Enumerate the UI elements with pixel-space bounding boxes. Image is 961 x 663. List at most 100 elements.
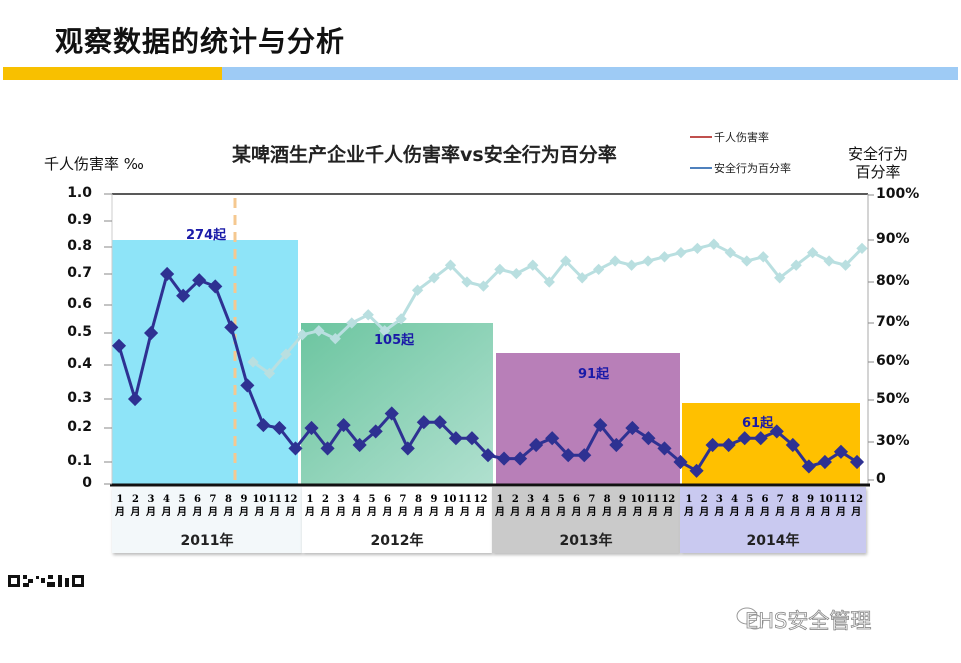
month-number: 3 bbox=[527, 494, 535, 505]
month-unit: 月 bbox=[714, 507, 725, 518]
incident-count-label: 274起 bbox=[186, 228, 227, 243]
month-unit: 月 bbox=[836, 507, 846, 518]
right-tick-label: 70% bbox=[876, 314, 910, 330]
month-unit: 月 bbox=[820, 507, 831, 518]
injury-rate-point bbox=[144, 325, 159, 341]
injury-rate-point bbox=[480, 448, 496, 463]
year-strip-2 bbox=[302, 487, 492, 553]
month-unit: 月 bbox=[413, 507, 424, 518]
safety-rate-point bbox=[411, 284, 424, 296]
header-bar-blue bbox=[222, 67, 958, 80]
month-unit: 月 bbox=[540, 507, 551, 518]
month-unit: 月 bbox=[305, 507, 315, 518]
injury-rate-point bbox=[464, 431, 480, 446]
injury-rate-point bbox=[785, 437, 800, 453]
incident-count-label: 105起 bbox=[374, 333, 415, 348]
injury-rate-point bbox=[272, 420, 287, 436]
injury-rate-point bbox=[400, 441, 415, 456]
month-unit: 月 bbox=[525, 507, 536, 518]
month-number: 2 bbox=[322, 494, 329, 505]
month-unit: 月 bbox=[663, 507, 674, 518]
safety-rate-point bbox=[658, 251, 671, 263]
month-number: 10 bbox=[630, 494, 645, 505]
month-number: 6 bbox=[573, 494, 580, 505]
month-unit: 月 bbox=[351, 507, 362, 518]
safety-rate-point bbox=[263, 367, 276, 380]
safety-rate-point bbox=[642, 255, 654, 267]
month-number: 11 bbox=[268, 494, 282, 505]
legend-swatch-safety bbox=[690, 167, 712, 169]
month-number: 9 bbox=[807, 494, 815, 505]
safety-rate-point bbox=[790, 259, 802, 271]
safety-rate-point bbox=[527, 259, 539, 271]
injury-rate-point bbox=[256, 418, 271, 433]
injury-rate-point bbox=[416, 415, 431, 430]
header-bar-yellow bbox=[3, 67, 222, 80]
safety-rate-point bbox=[510, 267, 523, 280]
safety-rate-point bbox=[444, 259, 457, 271]
safety-rate-point bbox=[609, 255, 621, 267]
month-number: 4 bbox=[163, 494, 170, 505]
incident-count-label: 61起 bbox=[742, 416, 774, 431]
month-number: 4 bbox=[542, 494, 550, 505]
month-number: 5 bbox=[746, 494, 754, 505]
month-number: 1 bbox=[116, 494, 124, 505]
month-number: 12 bbox=[283, 494, 298, 505]
year-label: 2014年 bbox=[746, 533, 800, 549]
injury-rate-point bbox=[561, 448, 576, 463]
safety-rate-point bbox=[741, 255, 753, 267]
month-number: 10 bbox=[818, 494, 833, 505]
wechat-icon bbox=[736, 607, 764, 630]
year-shade-2 bbox=[301, 323, 493, 484]
month-number: 1 bbox=[306, 494, 314, 505]
injury-rate-point bbox=[817, 454, 832, 470]
month-unit: 月 bbox=[699, 507, 710, 518]
month-number: 6 bbox=[761, 494, 769, 505]
month-number: 8 bbox=[791, 494, 799, 505]
safety-rate-point bbox=[625, 259, 638, 271]
injury-rate-point bbox=[336, 418, 351, 433]
month-unit: 月 bbox=[270, 507, 280, 518]
injury-rate-point bbox=[111, 338, 127, 353]
injury-rate-point bbox=[753, 431, 768, 446]
month-number: 7 bbox=[209, 494, 217, 505]
injury-rate-point bbox=[127, 391, 143, 407]
month-number: 12 bbox=[849, 494, 864, 505]
month-number: 7 bbox=[776, 494, 784, 505]
safety-rate-point bbox=[724, 246, 736, 259]
safety-rate-point bbox=[708, 238, 720, 250]
month-unit: 月 bbox=[571, 507, 582, 518]
month-number: 5 bbox=[557, 494, 565, 505]
injury-rate-point bbox=[176, 288, 191, 303]
month-unit: 月 bbox=[556, 507, 567, 518]
month-number: 9 bbox=[618, 494, 626, 505]
month-unit: 月 bbox=[223, 507, 234, 518]
month-number: 12 bbox=[661, 494, 676, 505]
month-number: 3 bbox=[715, 494, 723, 505]
safety-rate-point bbox=[362, 309, 374, 321]
year-strip-3 bbox=[492, 487, 680, 553]
year-strip-4 bbox=[680, 487, 866, 553]
watermark: EHS安全管理 bbox=[745, 609, 872, 634]
safety-rate-point bbox=[823, 255, 835, 267]
month-number: 3 bbox=[337, 494, 345, 505]
safety-rate-point bbox=[592, 263, 605, 276]
left-tick-label: 0.6 bbox=[67, 296, 92, 312]
month-unit: 月 bbox=[429, 507, 439, 518]
month-number: 6 bbox=[384, 494, 391, 505]
injury-rate-point bbox=[513, 451, 528, 466]
month-number: 2 bbox=[700, 494, 708, 505]
month-number: 5 bbox=[368, 494, 376, 505]
month-number: 9 bbox=[240, 494, 248, 505]
injury-rate-point bbox=[721, 437, 736, 453]
injury-rate-point bbox=[448, 431, 463, 446]
month-unit: 月 bbox=[320, 507, 331, 518]
safety-rate-point bbox=[839, 259, 852, 271]
month-unit: 月 bbox=[146, 507, 156, 518]
injury-rate-point bbox=[432, 415, 447, 430]
injury-rate-point bbox=[641, 431, 656, 446]
year-label: 2011年 bbox=[180, 533, 234, 549]
month-unit: 月 bbox=[510, 507, 521, 518]
month-number: 3 bbox=[147, 494, 155, 505]
